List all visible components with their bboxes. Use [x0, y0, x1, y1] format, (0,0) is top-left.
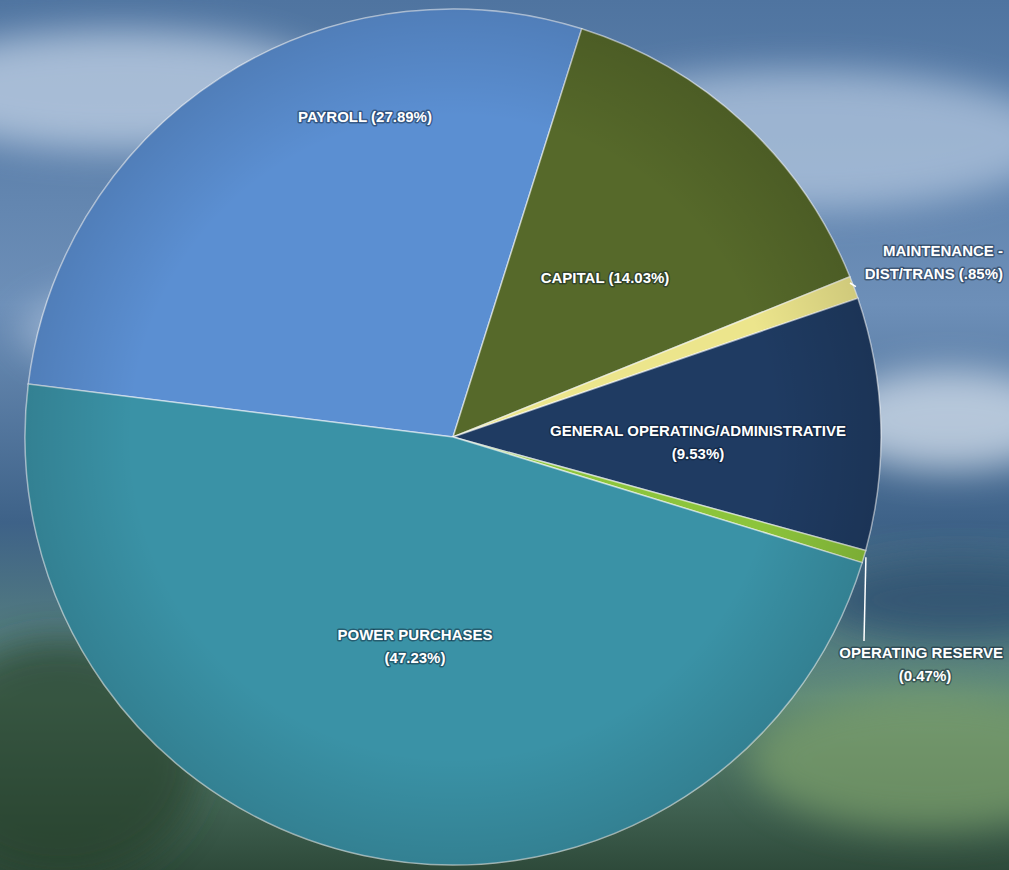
data-label: CAPITAL (14.03%) [541, 269, 670, 286]
value-label: (9.53%) [672, 445, 725, 462]
category-label: CAPITAL [541, 269, 605, 286]
data-label: GENERAL OPERATING/ADMINISTRATIVE [550, 422, 846, 439]
data-label: PAYROLL (27.89%) [298, 108, 432, 125]
leader-line [850, 283, 856, 287]
category-label: DIST/TRANS [865, 265, 955, 282]
pie-slice [25, 384, 862, 865]
value-label: (.85%) [955, 265, 1003, 282]
labels: PAYROLL (27.89%) CAPITAL (14.03%) MAINTENA… [298, 108, 1003, 684]
data-label: DIST/TRANS (.85%) [865, 265, 1003, 282]
category-label: POWER PURCHASES [337, 626, 492, 643]
value-label: (47.23%) [385, 649, 446, 666]
background [0, 0, 1009, 870]
value-label: (27.89%) [367, 108, 432, 125]
pie-shading [25, 9, 881, 865]
category-label: OPERATING RESERVE [839, 644, 1003, 661]
data-label: (9.53%) [672, 445, 725, 462]
leader-line [864, 557, 866, 641]
data-label: (47.23%) [385, 649, 446, 666]
data-label: MAINTENANCE - [883, 242, 1003, 259]
chart: PAYROLL (27.89%) CAPITAL (14.03%) MAINTENA… [0, 0, 1009, 870]
category-label: MAINTENANCE - [883, 242, 1003, 259]
value-label: (0.47%) [899, 667, 952, 684]
value-label: (14.03%) [604, 269, 669, 286]
data-label: POWER PURCHASES [337, 626, 492, 643]
data-label: OPERATING RESERVE [839, 644, 1003, 661]
category-label: GENERAL OPERATING/ADMINISTRATIVE [550, 422, 846, 439]
data-label: (0.47%) [899, 667, 952, 684]
pie [25, 9, 881, 865]
category-label: PAYROLL [298, 108, 367, 125]
